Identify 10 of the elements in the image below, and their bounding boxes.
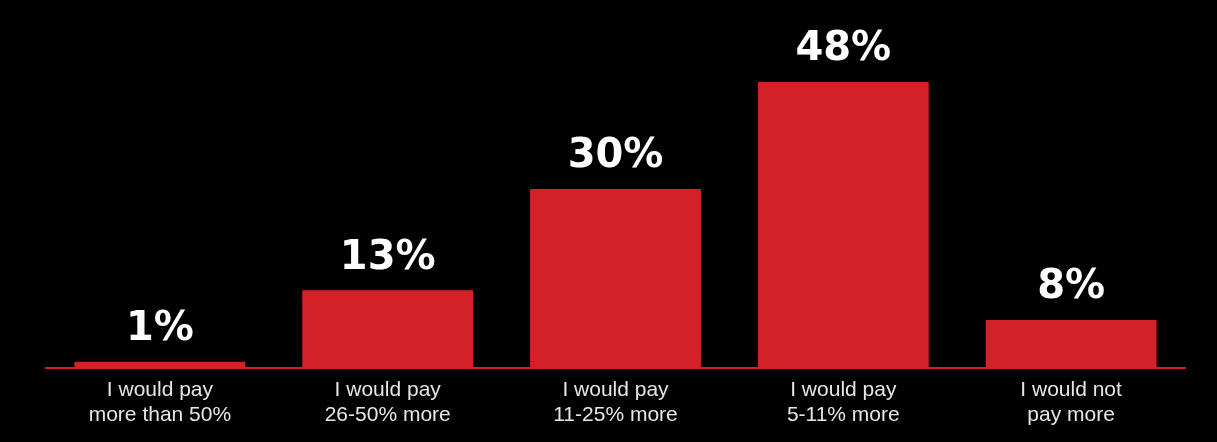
data-label: 30% — [567, 130, 664, 177]
x-tick-label: I would pay 26-50% more — [324, 377, 451, 426]
data-label: 8% — [1037, 261, 1106, 308]
data-label: 13% — [339, 231, 436, 278]
x-tick-label: I would pay more than 50% — [88, 377, 232, 426]
data-label: 48% — [795, 23, 892, 70]
x-tick-label: I would pay 5-11% more — [786, 377, 900, 426]
data-label: 1% — [125, 303, 194, 350]
x-tick-label: I would not pay more — [1020, 377, 1123, 426]
x-tick-label: I would pay 11-25% more — [553, 377, 678, 426]
